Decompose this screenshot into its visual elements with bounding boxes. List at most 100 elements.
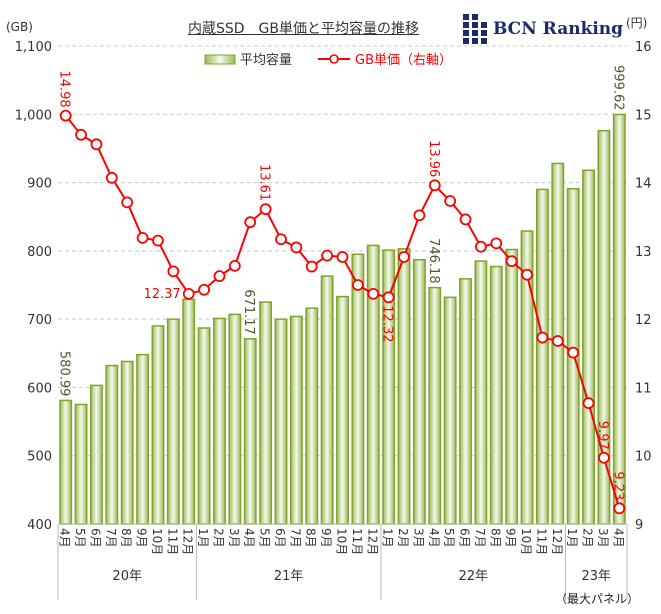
price-point <box>459 213 472 226</box>
bar <box>366 244 380 525</box>
price-point <box>121 196 134 209</box>
legend-bar-label: 平均容量 <box>240 52 292 68</box>
bar <box>505 248 519 525</box>
logo-text: BCN Ranking <box>493 19 624 39</box>
price-point <box>413 209 426 222</box>
bar-data-label: 580.99 <box>57 351 72 397</box>
price-point <box>305 260 318 273</box>
price-data-label: 12.37 <box>143 287 180 302</box>
bar <box>397 248 411 525</box>
price-point <box>398 251 410 263</box>
price-point <box>351 279 364 291</box>
price-point <box>275 233 287 246</box>
year-label: 20年 <box>112 569 142 584</box>
bar <box>612 113 626 525</box>
price-point <box>613 502 626 515</box>
bar <box>336 295 349 525</box>
legend-bar-swatch <box>204 54 236 65</box>
bar <box>489 265 503 525</box>
price-point <box>382 291 395 304</box>
month-label: 6月 <box>273 528 287 548</box>
right-tick-label: 12 <box>635 313 652 328</box>
price-point <box>75 128 87 141</box>
legend-line-label: GB単価（右軸） <box>355 52 452 68</box>
price-point <box>598 451 610 464</box>
bar <box>59 399 73 525</box>
month-label: 2月 <box>581 528 595 548</box>
month-label: 4月 <box>242 528 256 548</box>
left-tick-label: 900 <box>27 177 52 192</box>
price-point <box>90 138 103 151</box>
month-label: 12月 <box>181 528 195 555</box>
month-label: 4月 <box>427 528 441 548</box>
bar <box>382 249 396 525</box>
month-label: 6月 <box>88 528 102 548</box>
bar <box>535 188 549 525</box>
left-tick-label: 1,000 <box>15 108 52 123</box>
bar <box>213 317 226 525</box>
right-tick-label: 13 <box>635 245 652 260</box>
bar <box>90 384 103 525</box>
bar <box>228 313 242 525</box>
month-label: 5月 <box>442 528 456 548</box>
price-data-label: 13.61 <box>257 164 272 201</box>
bar <box>305 307 319 525</box>
price-data-label: 12.32 <box>380 305 395 342</box>
left-axis-unit: (GB) <box>6 20 33 34</box>
price-point <box>182 287 195 300</box>
price-point <box>505 255 518 268</box>
bar <box>412 258 426 525</box>
right-tick-label: 10 <box>635 450 652 465</box>
year-label: 23年 <box>581 569 611 584</box>
price-point <box>336 251 349 263</box>
month-label: 3月 <box>596 528 610 548</box>
month-label: 3月 <box>411 528 425 548</box>
month-label: 1月 <box>565 528 579 548</box>
bar <box>182 298 196 525</box>
month-label: 12月 <box>365 528 379 555</box>
month-label: 8月 <box>119 528 133 548</box>
price-point <box>290 241 303 254</box>
price-point <box>582 397 595 410</box>
month-label: 5月 <box>73 528 87 548</box>
right-tick-label: 9 <box>635 518 643 533</box>
left-tick-label: 1,100 <box>15 40 52 55</box>
bar <box>428 286 442 525</box>
right-tick-label: 14 <box>635 177 652 192</box>
bar <box>320 275 334 525</box>
month-label: 7月 <box>288 528 302 548</box>
bar <box>459 278 472 525</box>
month-label: 1月 <box>381 528 395 548</box>
bar <box>166 318 180 525</box>
bar <box>136 353 150 525</box>
bar <box>74 403 88 525</box>
price-point <box>567 346 580 359</box>
price-point <box>444 195 457 207</box>
month-label: 11月 <box>534 528 548 555</box>
month-label: 1月 <box>196 528 210 548</box>
month-label: 7月 <box>104 528 118 548</box>
right-tick-label: 16 <box>635 40 652 55</box>
bar-data-label: 999.62 <box>610 65 625 111</box>
month-label: 12月 <box>550 528 564 555</box>
bar <box>259 301 273 525</box>
month-label: 5月 <box>258 528 272 548</box>
month-label: 10月 <box>519 528 533 555</box>
left-tick-label: 400 <box>27 518 52 533</box>
price-point <box>152 234 164 247</box>
price-point <box>167 265 180 278</box>
bar-data-label: 671.17 <box>241 289 256 335</box>
legend-line-marker <box>329 54 339 64</box>
bar <box>351 253 365 525</box>
left-tick-label: 600 <box>27 381 52 396</box>
price-point <box>536 331 549 344</box>
left-tick-label: 500 <box>27 450 52 465</box>
price-point <box>367 287 380 300</box>
price-point <box>136 231 149 244</box>
price-data-label: 9.97 <box>595 421 610 450</box>
price-data-label: 9.23 <box>610 471 625 500</box>
footnote: （最大パネル） <box>555 592 640 606</box>
chart-title: 内蔵SSD GB単価と平均容量の推移 <box>188 21 420 37</box>
month-label: 8月 <box>488 528 502 548</box>
